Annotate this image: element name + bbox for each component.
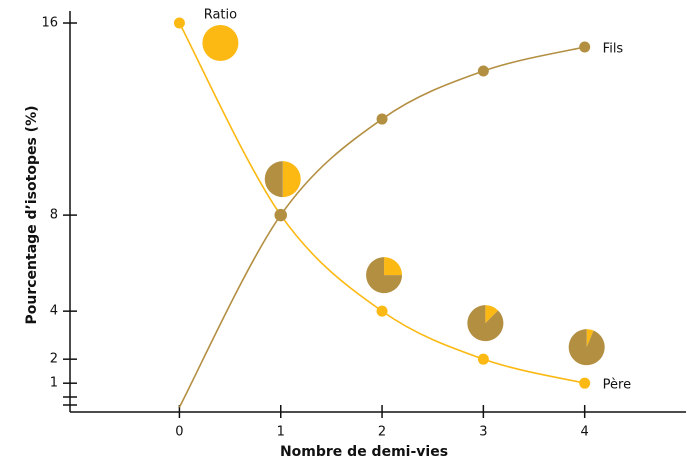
y-tick-label: 2 (50, 352, 58, 367)
y-tick-label: 8 (50, 208, 58, 223)
point (376, 113, 388, 125)
pie-slice (485, 305, 499, 324)
x-tick-label: 3 (479, 425, 487, 440)
series-line (178, 22, 585, 384)
point (477, 65, 489, 77)
pie-slice (202, 25, 239, 62)
y-tick-label: 4 (50, 304, 58, 319)
x-tick-label: 0 (175, 425, 183, 440)
pie-slice (384, 257, 403, 276)
y-axis-title: Pourcentage d’isotopes (%) (24, 106, 40, 325)
point (275, 209, 287, 221)
x-tick-label: 4 (581, 425, 589, 440)
pie-slice (586, 329, 594, 348)
y-tick-label: 16 (41, 16, 58, 31)
pie-label: Ratio (204, 8, 237, 23)
pie-slice (282, 161, 301, 198)
x-tick-label: 1 (277, 425, 285, 440)
point (477, 353, 489, 365)
pie-slice (568, 329, 605, 366)
series-label: Père (603, 378, 631, 393)
point (376, 305, 388, 317)
point (173, 17, 185, 29)
y-tick-label: 1 (50, 376, 58, 391)
series-label: Fils (603, 42, 624, 57)
pie-slice (366, 257, 403, 294)
point (579, 377, 591, 389)
pie-slice (467, 305, 504, 342)
x-tick-label: 2 (378, 425, 386, 440)
point (579, 41, 591, 53)
x-axis-title: Nombre de demi-vies (280, 444, 448, 460)
series-line (178, 46, 585, 408)
pie-slice (264, 161, 283, 198)
